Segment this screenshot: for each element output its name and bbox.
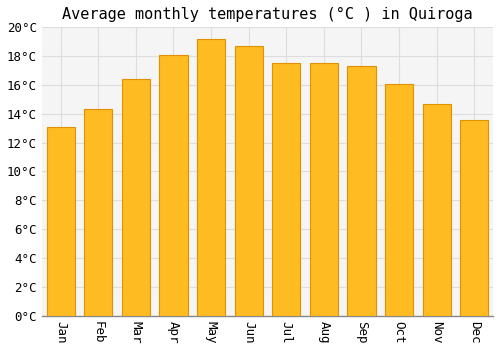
Bar [310,63,338,316]
Bar [160,55,188,316]
Title: Average monthly temperatures (°C ) in Quiroga: Average monthly temperatures (°C ) in Qu… [62,7,472,22]
Bar [84,110,112,316]
Bar [272,63,300,316]
Bar [46,127,74,316]
Bar [122,79,150,316]
Bar [348,66,376,316]
Bar [234,46,262,316]
Bar [385,84,413,316]
Bar [197,39,225,316]
Bar [422,104,451,316]
Bar [460,120,488,316]
